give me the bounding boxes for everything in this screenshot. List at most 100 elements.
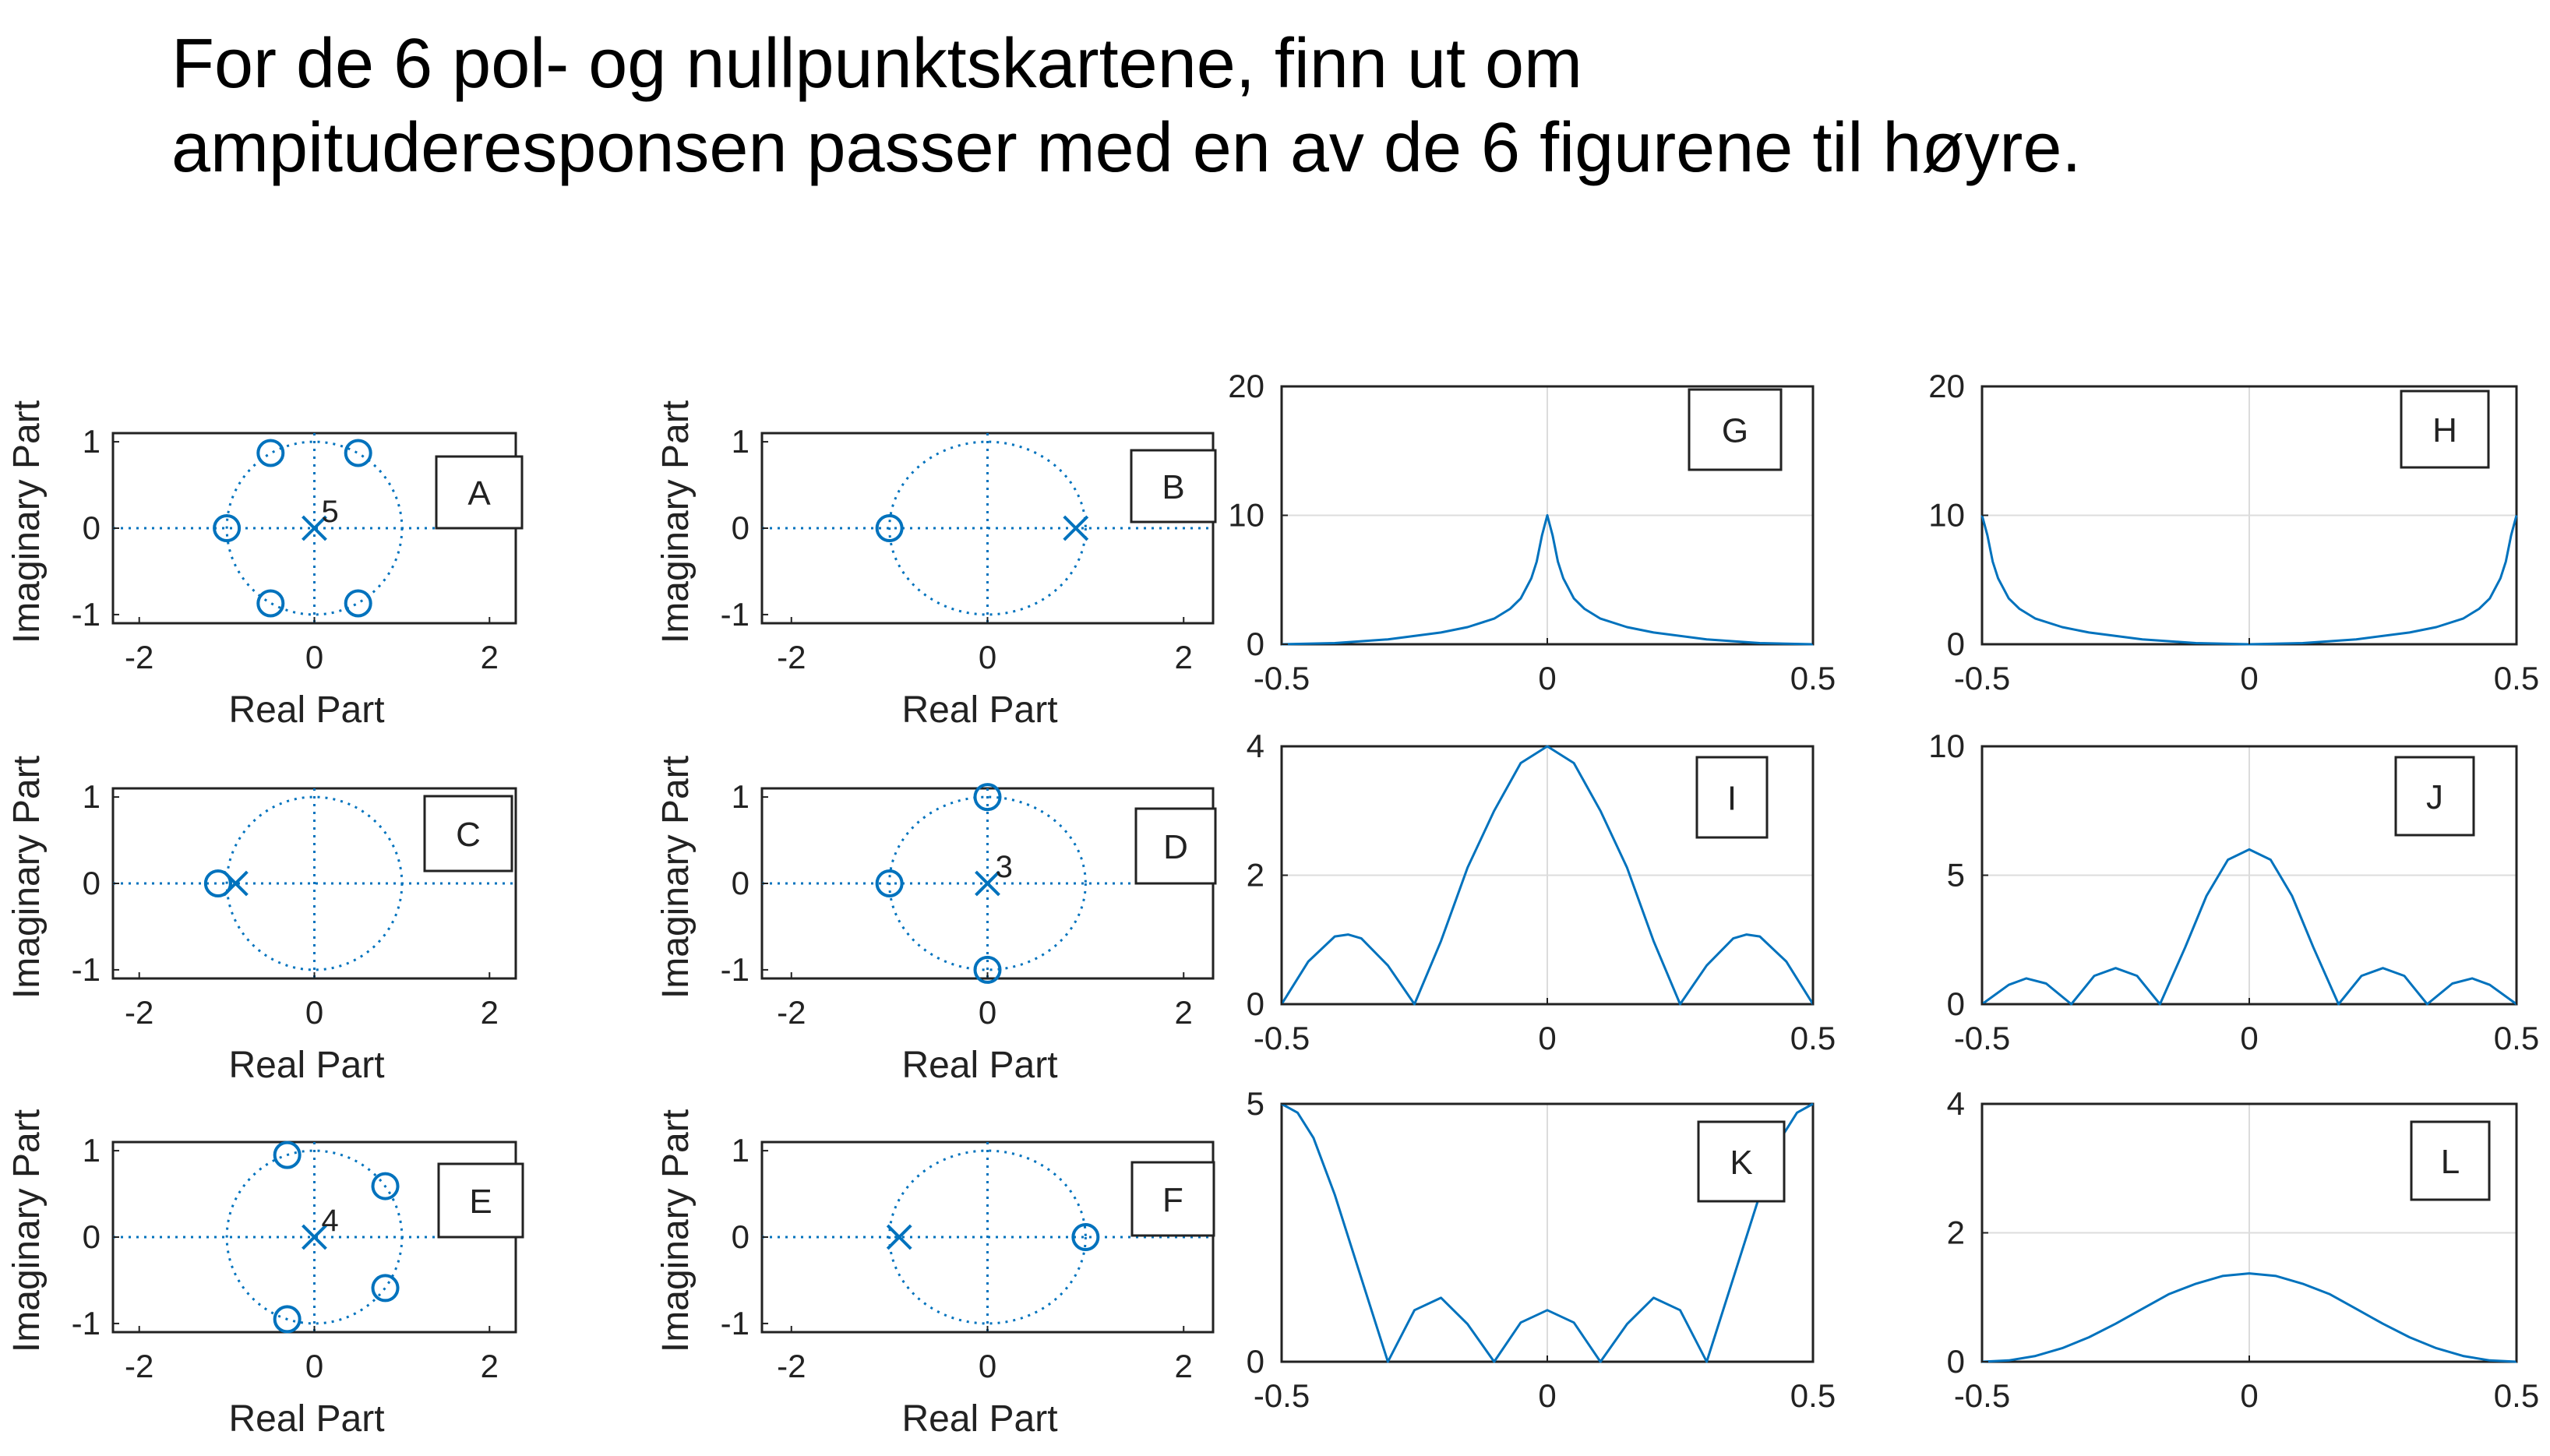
title-line-2: ampituderesponsen passer med en av de 6 …	[171, 109, 2082, 187]
pole-stroke	[975, 870, 1000, 897]
y-axis-title: Imaginary Part	[655, 400, 697, 643]
zero-marker	[256, 589, 285, 618]
panel-label: E	[469, 1183, 492, 1221]
y-axis-title: Imaginary Part	[655, 1109, 697, 1352]
y-axis-title: Imaginary Part	[6, 756, 48, 999]
zero-marker	[203, 869, 232, 897]
panel-label-box	[1134, 807, 1217, 885]
panel-label-box	[2410, 1120, 2491, 1201]
panel-label: G	[1722, 412, 1748, 450]
panel-label: H	[2432, 411, 2457, 449]
zero-marker	[213, 514, 242, 542]
y-tick-label: 2	[1947, 1215, 1965, 1251]
y-axis-title: Imaginary Part	[655, 756, 697, 999]
y-axis-title: Imaginary Part	[6, 400, 48, 643]
pole-stroke	[886, 1224, 912, 1250]
y-tick-label: -1	[72, 596, 101, 633]
panel-label: L	[2441, 1143, 2460, 1181]
pole-stroke	[222, 870, 249, 897]
y-tick-label: -1	[721, 951, 749, 988]
panel-label-box	[1695, 756, 1769, 839]
panel-e: 4 -2 0 2 -1 0 1 Real Part Imaginary Part E	[6, 1109, 524, 1440]
panel-label-box	[2400, 390, 2490, 469]
x-tick-label: 2	[481, 639, 499, 675]
unit-circle	[225, 440, 404, 616]
y-tick-label: 1	[732, 778, 749, 815]
title-line-1: For de 6 pol- og nullpunktskartene, finn…	[171, 25, 1583, 103]
x-tick-label: 0.5	[2494, 1020, 2539, 1056]
y-tick-label: 0	[83, 865, 101, 901]
zero-marker	[973, 955, 1002, 984]
unit-circle	[888, 440, 1087, 616]
x-tick-label: 0	[2240, 1377, 2258, 1414]
x-tick-label: 0.5	[2494, 660, 2539, 696]
panel-label: I	[1727, 780, 1737, 818]
x-tick-label: 2	[481, 994, 499, 1031]
panel-label: A	[467, 474, 491, 513]
panel-label: B	[1162, 468, 1184, 506]
x-tick-label: -2	[125, 994, 153, 1031]
pole-multiplicity-label: 3	[996, 850, 1013, 884]
panel-label-box	[2394, 756, 2475, 837]
y-tick-label: 10	[1228, 497, 1264, 534]
y-tick-label: 4	[1947, 1085, 1965, 1122]
pole-stroke	[302, 1224, 327, 1250]
y-tick-label: 0	[1947, 626, 1965, 662]
y-tick-label: 5	[1947, 857, 1965, 894]
y-tick-label: 0	[1247, 985, 1264, 1022]
x-tick-label: -0.5	[1254, 1020, 1310, 1056]
panel-label-box	[1130, 449, 1217, 524]
y-tick-label: 0	[1247, 626, 1264, 662]
panel-d: 3 -2 0 2 -1 0 1 Real Part Imaginary Part D	[655, 756, 1217, 1086]
y-tick-label: 20	[1228, 368, 1264, 404]
y-tick-label: 1	[732, 423, 749, 460]
y-tick-label: -1	[72, 1305, 101, 1341]
y-tick-label: 0	[83, 509, 101, 546]
zero-marker	[273, 1305, 302, 1334]
x-tick-label: -0.5	[1954, 1377, 2010, 1414]
zero-marker	[344, 589, 372, 618]
y-tick-label: 10	[1928, 497, 1965, 534]
unit-circle	[225, 1149, 404, 1325]
unit-circle	[225, 795, 404, 971]
pole-marker	[975, 870, 1000, 897]
panel-b: -2 0 2 -1 0 1 Real Part Imaginary Part B	[655, 400, 1217, 731]
panel-a: 5 -2 0 2 -1 0 1 Real Part Imaginary Part A	[6, 400, 524, 731]
y-tick-label: 2	[1247, 857, 1264, 894]
x-axis-title: Real Part	[228, 1398, 384, 1440]
y-tick-label: 10	[1928, 728, 1965, 764]
y-tick-label: 5	[1247, 1085, 1264, 1122]
x-tick-label: -2	[125, 639, 153, 675]
panel-label-box	[435, 455, 524, 530]
x-tick-label: -2	[125, 1348, 153, 1384]
panel-c: -2 0 2 -1 0 1 Real Part Imaginary Part C	[6, 756, 517, 1086]
x-tick-label: 2	[1175, 1348, 1193, 1384]
panel-f: -2 0 2 -1 0 1 Real Part Imaginary Part F	[655, 1109, 1215, 1440]
x-tick-label: 2	[1175, 994, 1193, 1031]
x-tick-label: -2	[777, 994, 806, 1031]
y-tick-label: -1	[721, 1305, 749, 1341]
zero-marker	[371, 1172, 400, 1200]
panel-label: F	[1162, 1181, 1183, 1219]
x-tick-label: 0	[305, 1348, 323, 1384]
panel-label-box	[1697, 1120, 1786, 1203]
x-axis-title: Real Part	[901, 1398, 1057, 1440]
y-tick-label: 0	[1947, 1343, 1965, 1380]
zero-marker	[256, 439, 285, 467]
y-tick-label: 0	[732, 509, 749, 546]
pole-marker	[302, 1224, 327, 1250]
panel-label-box	[1688, 388, 1783, 471]
y-tick-label: 0	[1947, 985, 1965, 1022]
x-axis-title: Real Part	[901, 689, 1057, 731]
x-tick-label: -0.5	[1254, 1377, 1310, 1414]
x-tick-label: 0	[979, 994, 996, 1031]
magnitude-line	[1281, 1102, 1814, 1363]
unit-circle	[888, 1149, 1087, 1325]
y-tick-label: 4	[1247, 728, 1264, 764]
zero-marker	[273, 1140, 302, 1169]
x-tick-label: 0	[1538, 1020, 1556, 1056]
panel-label: C	[456, 816, 481, 854]
y-tick-label: 1	[83, 778, 101, 815]
